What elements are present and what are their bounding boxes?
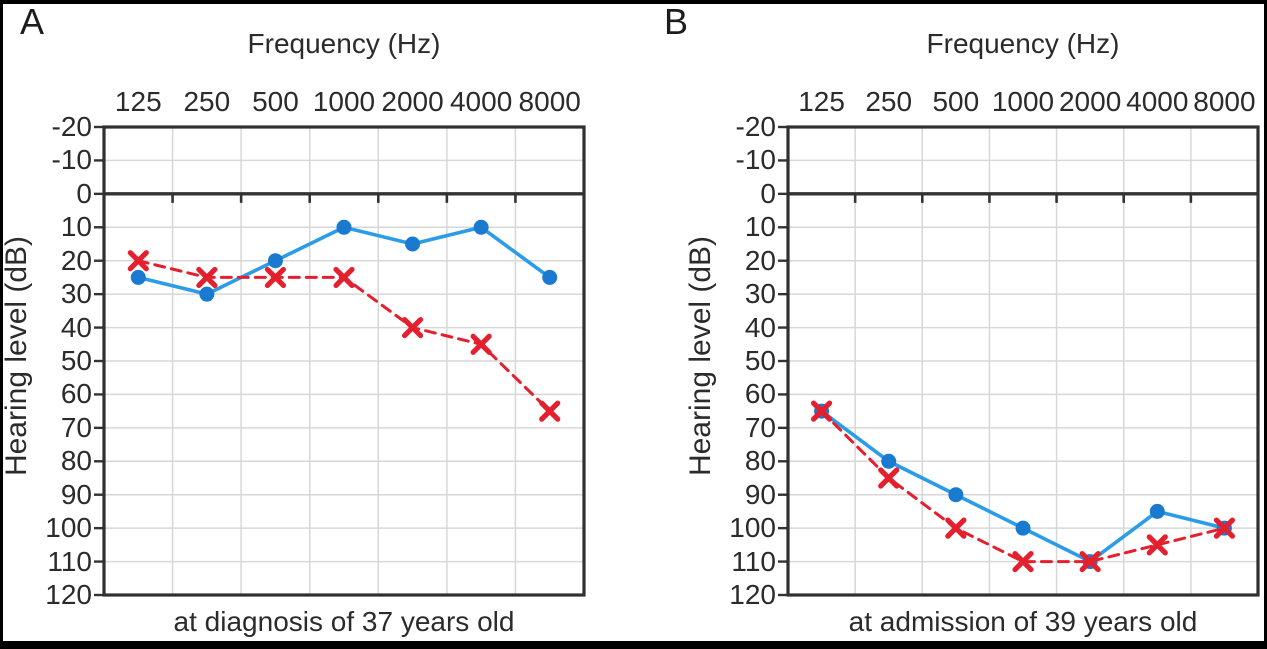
y-tick-label: 80 [744, 445, 776, 477]
circle-marker [199, 286, 215, 302]
circle-marker [881, 453, 897, 469]
y-tick-label: -20 [51, 111, 92, 142]
y-tick-label: 10 [744, 211, 776, 243]
y-tick-label: 100 [45, 512, 92, 544]
panel-a-caption: at diagnosis of 37 years old [173, 606, 515, 637]
x-tick-label: 8000 [518, 86, 581, 117]
panel-b-caption: at admission of 39 years old [848, 606, 1198, 637]
circle-marker [1149, 503, 1165, 519]
y-tick-label: 70 [744, 411, 776, 443]
plot-svg [778, 125, 1260, 597]
circle-marker [542, 269, 558, 285]
y-tick-label: 40 [60, 311, 92, 343]
figure-border-top [0, 0, 1267, 4]
circle-marker [336, 219, 352, 235]
y-tick-label: 110 [731, 545, 776, 577]
panel-a-y-axis-label: Hearing level (dB) [0, 235, 33, 477]
circle-marker [1216, 520, 1232, 536]
panel-a-title: Frequency (Hz) [247, 28, 441, 59]
x-tick-label: 250 [183, 86, 231, 117]
y-tick-label: 70 [60, 411, 92, 443]
figure-border-right [1264, 0, 1267, 649]
y-tick-label: -10 [51, 144, 92, 176]
series-line [819, 409, 1227, 564]
y-tick-label: 0 [760, 177, 776, 209]
series-line [136, 259, 552, 413]
panel-b-label: B [664, 1, 689, 42]
circle-marker [948, 487, 964, 503]
x-marker [1012, 550, 1034, 573]
circle-marker [267, 253, 283, 269]
circle-marker [473, 219, 489, 235]
circle-marker [814, 403, 830, 419]
plot-svg [94, 125, 586, 597]
panel-b-y-axis-label: Hearing level (dB) [684, 235, 717, 477]
x-tick-label: 125 [798, 86, 845, 117]
circle-marker [405, 236, 421, 252]
x-marker [470, 333, 492, 355]
x-marker [196, 266, 218, 289]
x-marker [945, 517, 967, 539]
y-tick-label: 50 [744, 345, 776, 376]
x-marker [401, 316, 424, 339]
x-tick-label: 4000 [449, 86, 513, 117]
circle-marker [1082, 554, 1098, 570]
x-tick-label: 1000 [312, 86, 376, 117]
y-tick-label: 60 [744, 378, 776, 410]
y-tick-label: 100 [729, 512, 776, 544]
y-tick-label: -20 [735, 111, 776, 142]
y-tick-label: 40 [744, 311, 776, 343]
x-tick-label: 1000 [991, 86, 1055, 117]
x-tick-label: 2000 [381, 86, 444, 117]
circle-marker [130, 269, 146, 285]
x-tick-label: 4000 [1126, 86, 1189, 117]
y-tick-label: 30 [744, 278, 776, 310]
y-tick-label: 10 [60, 211, 92, 243]
y-tick-label: 20 [744, 244, 776, 276]
y-tick-label: 90 [60, 478, 92, 510]
x-marker [1146, 534, 1168, 556]
x-marker [878, 467, 900, 489]
x-tick-label: 8000 [1193, 86, 1256, 117]
y-tick-label: 120 [729, 579, 776, 610]
x-marker [1213, 517, 1236, 539]
series-line [820, 409, 1226, 564]
y-tick-label: 80 [60, 445, 92, 477]
x-tick-label: 250 [865, 86, 913, 117]
x-tick-label: 125 [114, 86, 162, 117]
y-tick-label: 0 [76, 177, 92, 209]
series-line [136, 225, 552, 296]
x-marker [1079, 550, 1101, 573]
x-tick-label: 2000 [1058, 86, 1122, 117]
y-tick-label: 20 [60, 244, 92, 276]
figure-border-bottom [0, 641, 1267, 649]
figure-border-left [0, 0, 3, 649]
x-marker [539, 400, 561, 422]
x-marker [264, 266, 287, 289]
x-marker [333, 266, 355, 289]
x-marker [127, 250, 149, 272]
x-marker [810, 400, 833, 422]
y-tick-label: 60 [60, 378, 92, 410]
y-tick-label: 30 [60, 278, 92, 310]
y-tick-label: 120 [45, 579, 92, 610]
y-tick-label: 50 [60, 345, 92, 376]
x-tick-label: 500 [252, 86, 299, 117]
panel-a-label: A [20, 1, 45, 42]
x-tick-label: 500 [932, 86, 980, 117]
panel-b-title: Frequency (Hz) [926, 28, 1120, 59]
y-tick-label: 110 [47, 545, 92, 577]
circle-marker [1015, 520, 1031, 536]
y-tick-label: 90 [744, 478, 776, 510]
y-tick-label: -10 [735, 144, 776, 176]
